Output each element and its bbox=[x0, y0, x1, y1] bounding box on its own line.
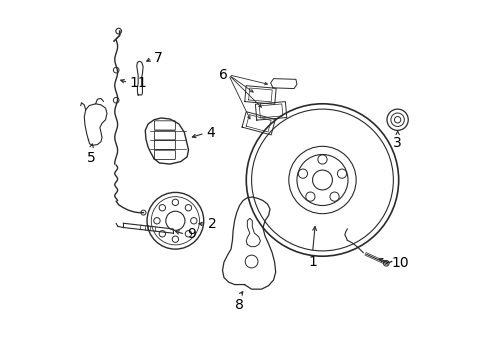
Text: 4: 4 bbox=[206, 126, 215, 140]
Text: 9: 9 bbox=[186, 227, 195, 241]
Text: 3: 3 bbox=[392, 136, 401, 150]
Text: 1: 1 bbox=[307, 255, 316, 269]
Text: 11: 11 bbox=[129, 76, 147, 90]
Text: 7: 7 bbox=[153, 51, 162, 66]
Text: 8: 8 bbox=[235, 298, 244, 312]
Text: 5: 5 bbox=[87, 150, 96, 165]
Text: 6: 6 bbox=[219, 68, 227, 82]
Text: 2: 2 bbox=[207, 217, 216, 231]
Text: 10: 10 bbox=[391, 256, 408, 270]
